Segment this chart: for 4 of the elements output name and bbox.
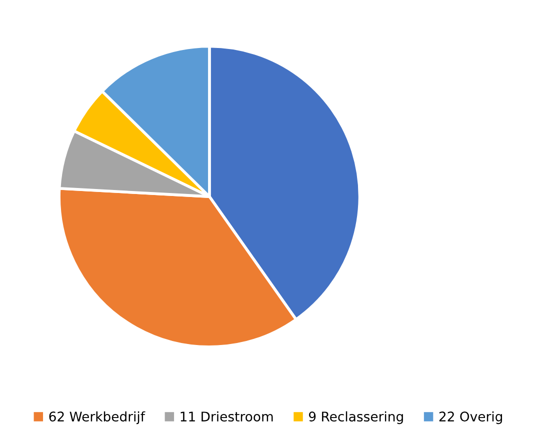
legend-label: 11 Driestroom: [180, 411, 273, 422]
legend-label: 62 Werkbedrijf: [49, 411, 146, 424]
legend-label: 9 Reclassering: [308, 411, 403, 424]
legend-label: 22 Overig: [439, 411, 502, 424]
